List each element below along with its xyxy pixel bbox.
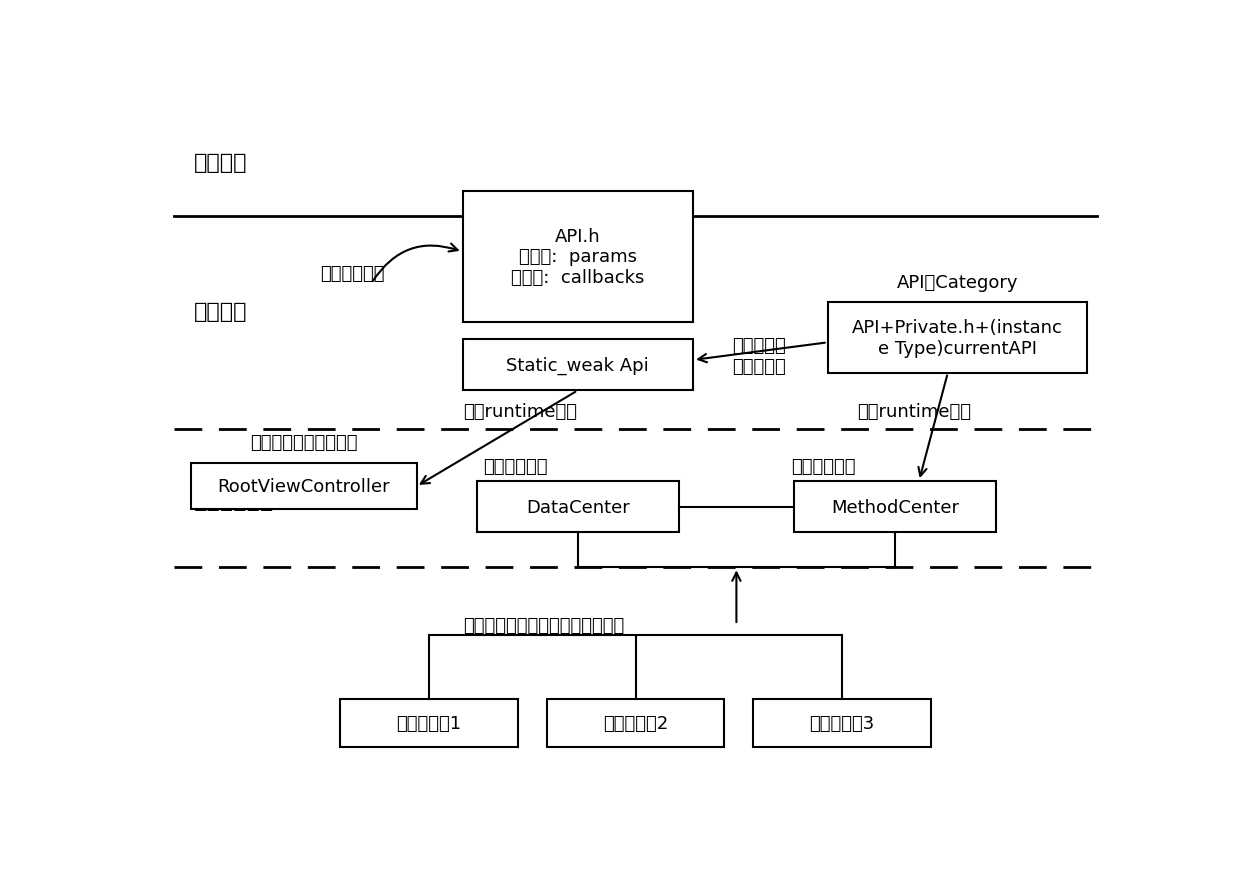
FancyBboxPatch shape (477, 481, 678, 532)
Text: 模块内的根视图控制器: 模块内的根视图控制器 (250, 433, 357, 451)
Text: 任意子模块均可直接访问共享信息: 任意子模块均可直接访问共享信息 (464, 617, 625, 634)
Text: 共享数据中心: 共享数据中心 (484, 457, 548, 475)
Text: 公开部分: 公开部分 (193, 153, 247, 173)
FancyBboxPatch shape (794, 481, 996, 532)
Text: API+Private.h+(instanc
e Type)currentAPI: API+Private.h+(instanc e Type)currentAPI (852, 319, 1063, 358)
Text: API.h
参数集:  params
回调集:  callbacks: API.h 参数集: params 回调集: callbacks (511, 227, 645, 287)
FancyBboxPatch shape (340, 700, 518, 747)
FancyBboxPatch shape (191, 464, 417, 510)
Text: 业务子模块3: 业务子模块3 (810, 714, 874, 732)
Text: 共享方法中心: 共享方法中心 (791, 457, 856, 475)
Text: 业务子模块1: 业务子模块1 (397, 714, 461, 732)
Text: DataCenter: DataCenter (526, 498, 630, 516)
FancyBboxPatch shape (547, 700, 724, 747)
Text: 通过runtime挂载: 通过runtime挂载 (857, 403, 971, 421)
Text: 通过runtime挂载: 通过runtime挂载 (464, 403, 577, 421)
FancyBboxPatch shape (463, 191, 693, 323)
Text: Static_weak Api: Static_weak Api (506, 356, 650, 374)
Text: MethodCenter: MethodCenter (831, 498, 959, 516)
Text: RootViewController: RootViewController (218, 478, 391, 496)
FancyBboxPatch shape (753, 700, 931, 747)
Text: 指向当前实例: 指向当前实例 (320, 265, 384, 283)
Text: 业务子模块2: 业务子模块2 (603, 714, 668, 732)
FancyBboxPatch shape (828, 303, 1087, 374)
Text: 获取弱引用
指针的内容: 获取弱引用 指针的内容 (732, 337, 785, 376)
Text: 私有部分: 私有部分 (193, 301, 247, 321)
FancyBboxPatch shape (463, 340, 693, 390)
Text: API的Category: API的Category (897, 274, 1018, 292)
Text: 内部共享部分: 内部共享部分 (193, 490, 274, 510)
